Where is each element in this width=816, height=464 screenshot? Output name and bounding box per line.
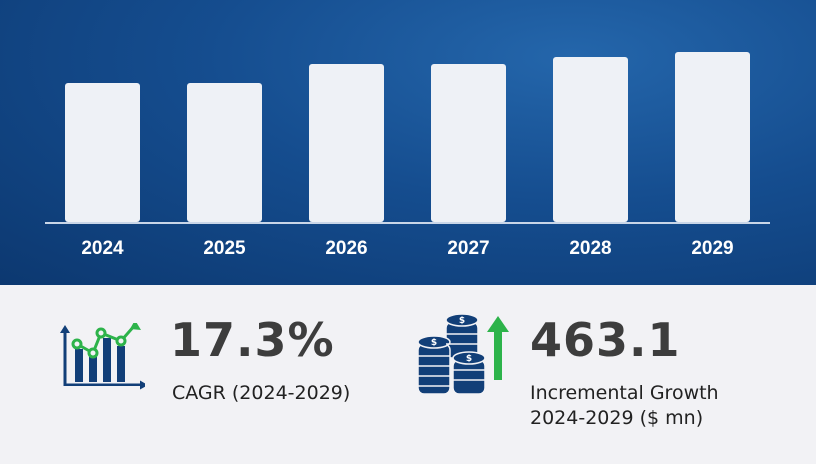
svg-text:$: $	[466, 354, 472, 364]
bar-2027	[431, 64, 506, 222]
growth-value: 463.1	[530, 313, 681, 367]
x-tick-label: 2025	[203, 238, 246, 259]
x-tick-label: 2026	[325, 238, 367, 259]
svg-text:$: $	[459, 316, 465, 326]
growth-chart-icon	[60, 323, 145, 390]
x-tick-label: 2029	[691, 238, 733, 259]
coins-up-arrow-icon: $ $ $	[418, 313, 509, 395]
bar-2029	[675, 52, 750, 222]
stats-panel: 17.3% CAGR (2024-2029) $ $ $ 463.1 Increme…	[0, 285, 816, 464]
chart-panel: 2024 2025 2026 2027 2028 2029	[0, 0, 816, 285]
bar-2026	[309, 64, 384, 222]
cagr-label: CAGR (2024-2029)	[172, 382, 351, 404]
x-tick-label: 2028	[569, 238, 611, 259]
svg-text:$: $	[431, 338, 437, 348]
bar-chart: 2024 2025 2026 2027 2028 2029	[45, 52, 770, 259]
growth-label-line2: 2024-2029 ($ mn)	[530, 407, 704, 429]
cagr-value: 17.3%	[170, 313, 335, 367]
x-tick-label: 2024	[81, 238, 124, 259]
growth-label-line1: Incremental Growth	[530, 382, 719, 404]
bar-2024	[65, 83, 140, 222]
bar-2028	[553, 57, 628, 222]
x-tick-label: 2027	[447, 238, 489, 259]
bar-2025	[187, 83, 262, 222]
